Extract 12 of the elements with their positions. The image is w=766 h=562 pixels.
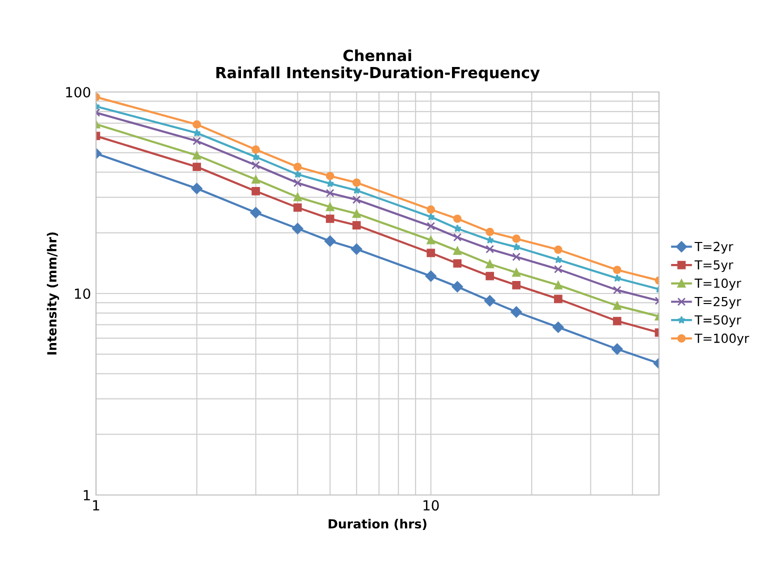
- x-axis-title: Duration (hrs): [328, 518, 426, 530]
- legend-label: T=25yr: [694, 296, 742, 309]
- y-tick-label: 100: [66, 86, 90, 98]
- legend-label: T=10yr: [694, 278, 742, 290]
- legend-label: T=5yr: [694, 260, 734, 272]
- y-tick-label: 10: [74, 288, 90, 299]
- chart-title: Chennai Rainfall Intensity-Duration-Frequency: [216, 49, 540, 82]
- legend-label: T=50yr: [694, 315, 742, 328]
- y-axis-title: Intensity (mm/hr): [46, 232, 60, 354]
- legend-label: T=100yr: [694, 334, 750, 346]
- legend-label: T=2yr: [694, 242, 734, 254]
- y-tick-label: 1: [84, 490, 90, 500]
